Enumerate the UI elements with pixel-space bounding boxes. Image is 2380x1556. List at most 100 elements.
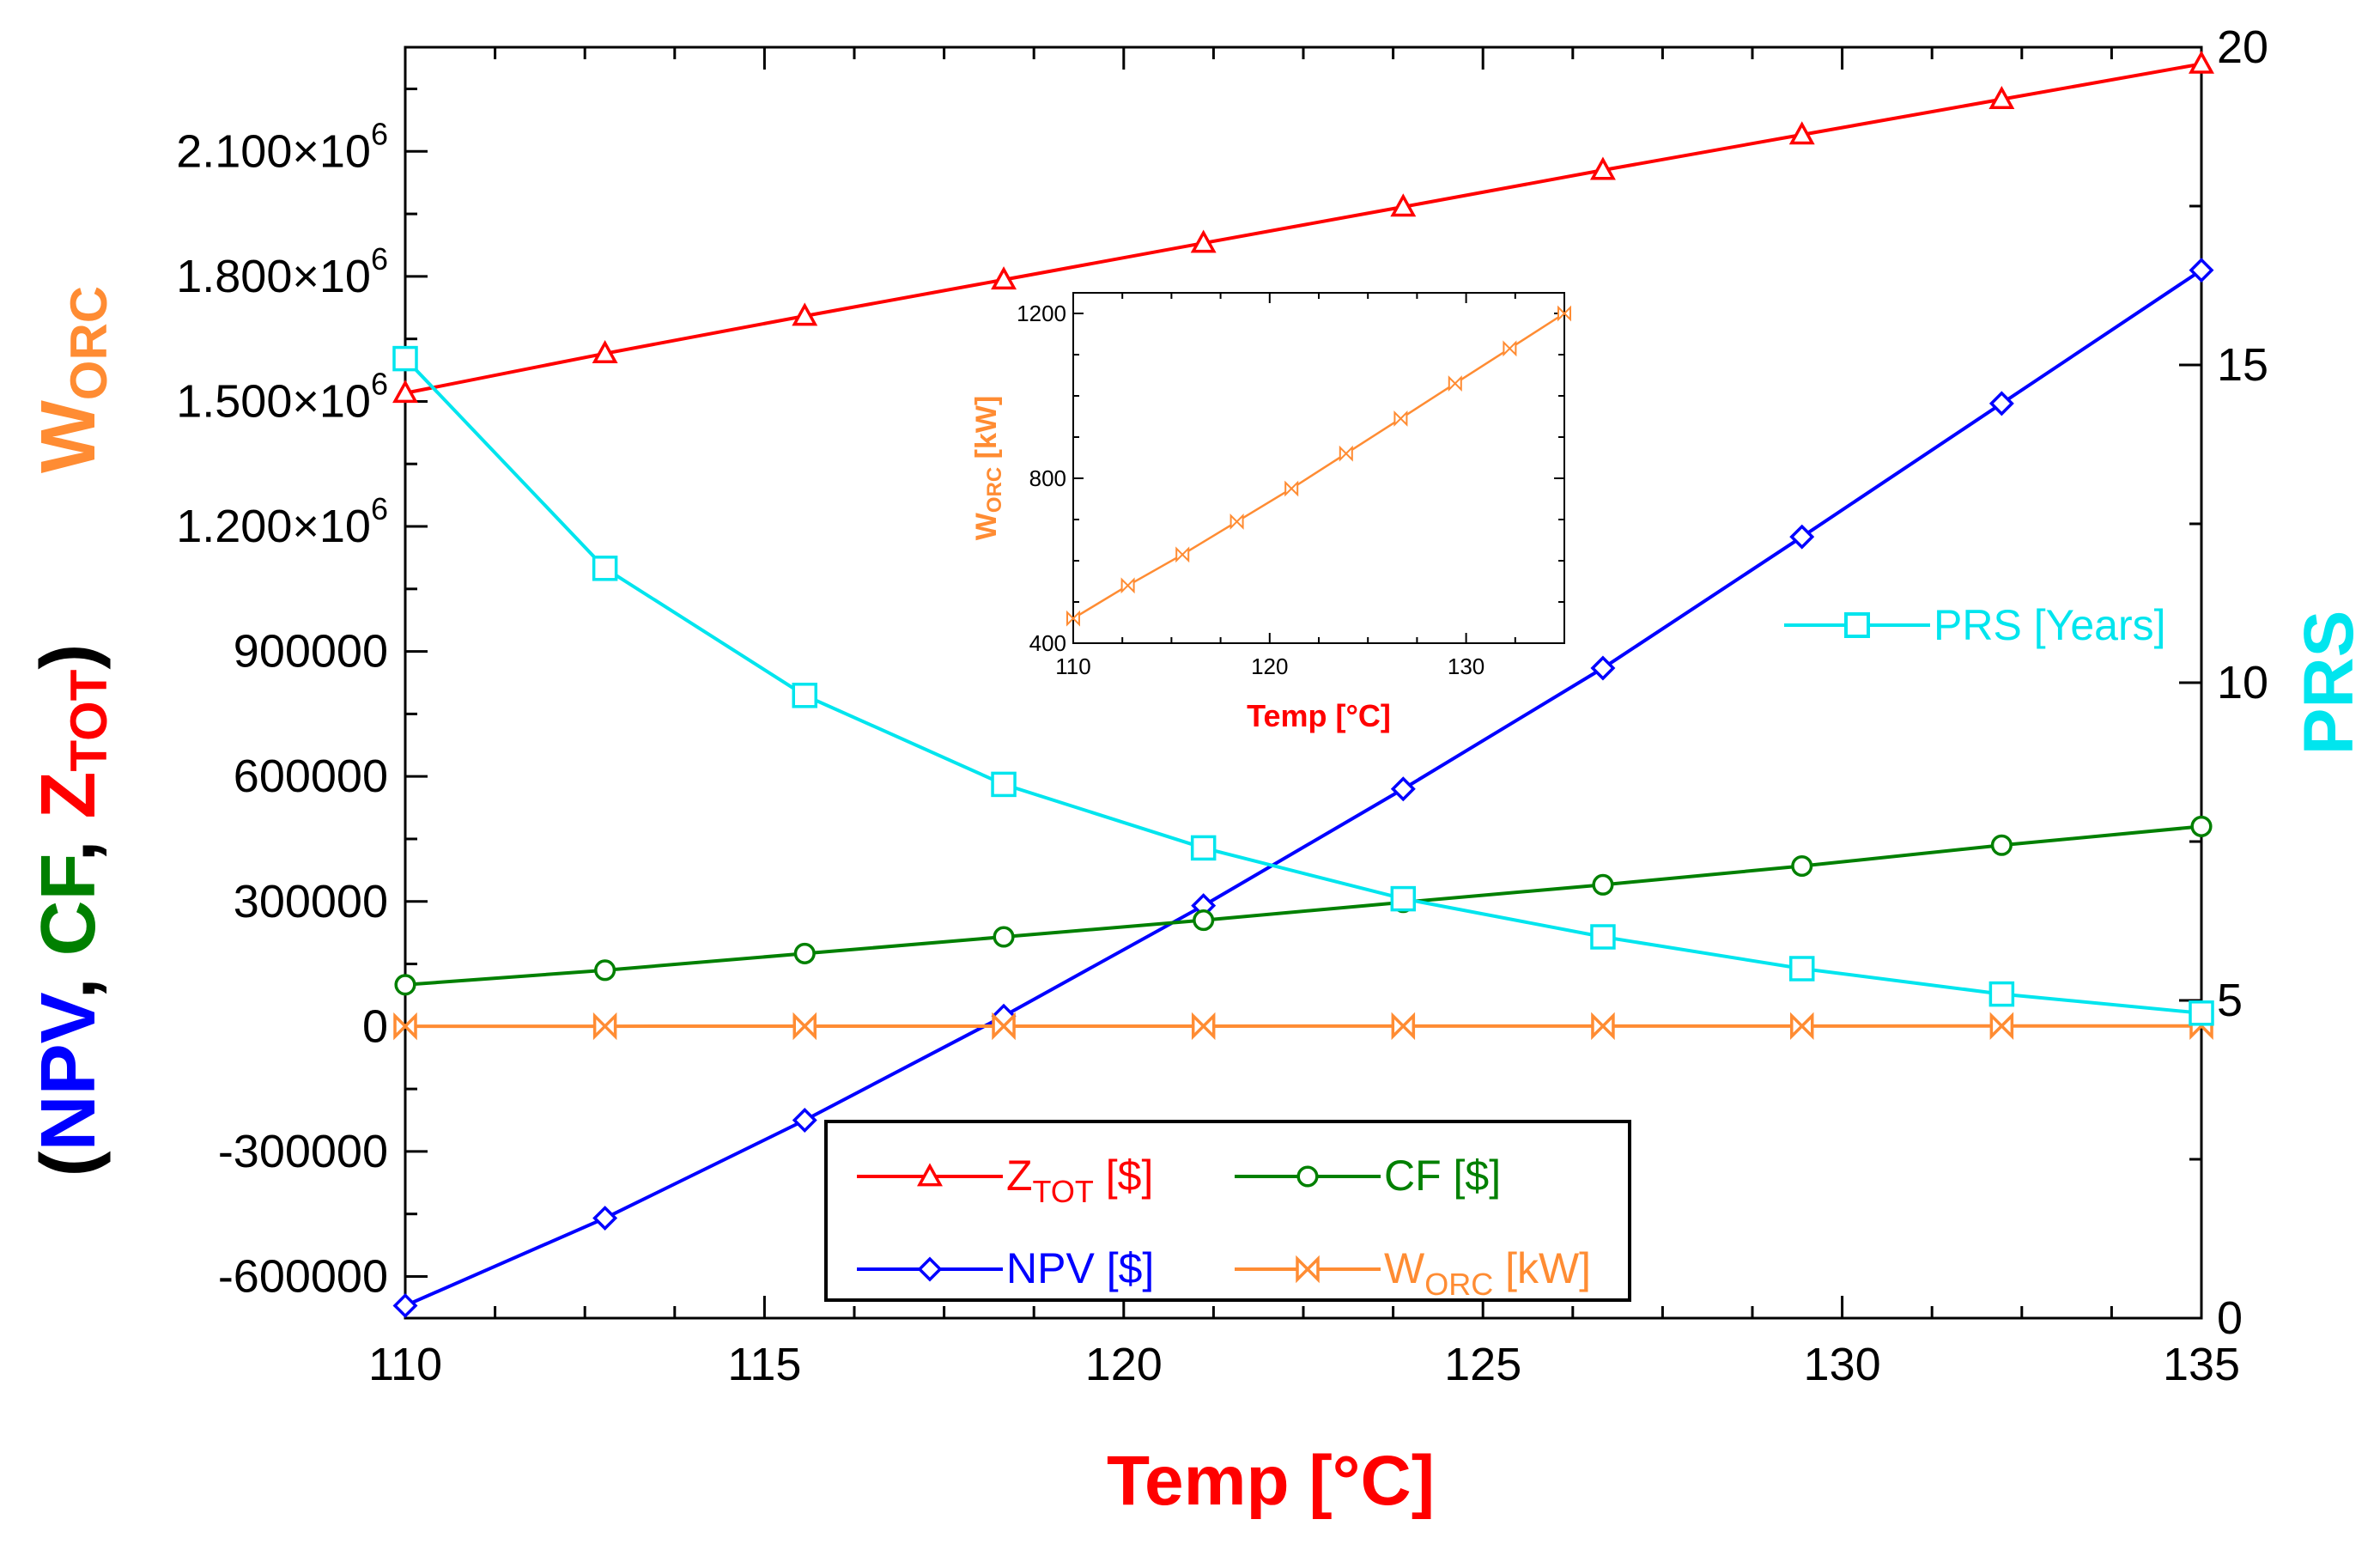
data-point <box>1191 1012 1216 1041</box>
data-point <box>792 683 818 708</box>
data-point <box>992 1012 1016 1041</box>
inset-data-point <box>1557 305 1571 322</box>
y-left-tick-label: 0 <box>362 1000 388 1052</box>
y-right-tick-labels: 0 5 10 15 20 <box>2217 21 2268 1344</box>
series-layer <box>392 50 2214 1318</box>
data-point <box>1590 655 1616 681</box>
y-left-tick-label: 1.800×106 <box>176 241 388 302</box>
inset-line <box>1072 312 1565 620</box>
data-point <box>792 1012 817 1041</box>
inset-x-tick-label: 120 <box>1251 653 1288 679</box>
left-axis-comma-2: , <box>26 819 112 862</box>
data-point <box>594 959 616 982</box>
legend-label-main: Z <box>1006 1152 1033 1200</box>
data-point <box>1193 909 1215 932</box>
data-point <box>1988 86 2015 110</box>
legend-item: NPV [$] <box>857 1244 1154 1292</box>
y-left-tick-label: 1.200×106 <box>176 491 388 552</box>
legend-marker <box>917 1256 943 1282</box>
x-tick-label: 130 <box>1804 1339 1881 1390</box>
legend-marker <box>917 1163 943 1187</box>
left-axis-npv: NPV <box>26 992 112 1151</box>
left-axis-z: Z <box>26 772 112 819</box>
y-right-tick-label: 20 <box>2217 21 2268 73</box>
data-point <box>2189 1000 2214 1026</box>
inset-data-point <box>1448 375 1462 392</box>
legend-marker <box>1296 1165 1319 1188</box>
data-point <box>1590 924 1616 950</box>
y-left-tick-exponent: 6 <box>371 491 388 526</box>
series-circle <box>394 815 2213 996</box>
axis-ticks <box>404 46 2203 1320</box>
left-axis-z-sub: TOT <box>60 670 118 772</box>
inset-data-point <box>1229 513 1244 530</box>
data-point <box>392 380 418 404</box>
y-left-tick-label: 1.500×106 <box>176 366 388 427</box>
data-point <box>1990 834 2013 856</box>
legend-label-main: W <box>1384 1244 1425 1292</box>
series-line <box>404 268 2203 1308</box>
series-line <box>404 357 2202 1015</box>
prs-legend: PRS [Years] <box>1784 601 2166 649</box>
inset-frame <box>1072 292 1565 644</box>
data-point <box>1988 391 2014 416</box>
y-left-tick-label: -300000 <box>218 1126 388 1177</box>
left-axis-paren-close: ) <box>26 644 112 670</box>
inset-data-point <box>1339 445 1353 462</box>
data-point <box>2190 815 2213 837</box>
inset-y-title-main: W <box>970 512 1003 540</box>
y-left-tick-exponent: 6 <box>371 241 388 277</box>
data-point <box>1190 835 1217 861</box>
legend-label-tail: [$] <box>1094 1152 1153 1200</box>
right-axis-title: PRS <box>2290 611 2368 756</box>
y-left-tick-label: 600000 <box>234 751 388 802</box>
left-axis-title-worc: WORC <box>26 286 118 473</box>
legend-label-sub: ORC <box>1424 1267 1493 1302</box>
y-right-tick-label: 0 <box>2217 1292 2243 1344</box>
y-right-tick-label: 10 <box>2217 657 2268 708</box>
legend-label: ZTOT [$] <box>1006 1152 1153 1209</box>
legend-label-main: CF [$] <box>1384 1152 1501 1200</box>
data-point <box>993 926 1015 948</box>
data-point <box>793 942 816 964</box>
legend-label: WORC [kW] <box>1384 1244 1591 1302</box>
inset-data-point <box>1284 480 1299 497</box>
data-point <box>2189 50 2214 74</box>
y-right-tick-label: 5 <box>2217 975 2243 1026</box>
inset-data-point <box>1175 546 1190 563</box>
data-point <box>792 1108 817 1133</box>
y-left-tick-label: 900000 <box>234 626 388 678</box>
inset-data-point <box>1393 410 1408 427</box>
legend-label-main: NPV [$] <box>1006 1244 1154 1292</box>
data-point <box>2189 258 2214 283</box>
y-left-tick-exponent: 6 <box>371 116 388 151</box>
data-point <box>1391 1012 1416 1041</box>
data-point <box>1789 1012 1814 1041</box>
data-point <box>592 340 618 364</box>
x-axis-title: Temp [°C] <box>1107 1442 1435 1520</box>
legend-item: ZTOT [$] <box>857 1152 1153 1209</box>
legend-label: CF [$] <box>1384 1152 1501 1200</box>
legend-items: ZTOT [$] CF [$] NPV [$] WORC [kW] <box>857 1152 1591 1302</box>
y-left-tick-mantissa: 1.200×10 <box>176 501 371 552</box>
data-point <box>1989 1012 2014 1041</box>
prs-legend-marker <box>1844 612 1870 638</box>
y-left-tick-label: 300000 <box>234 876 388 927</box>
inset-y-tick-label: 1200 <box>1017 301 1066 326</box>
data-point <box>1390 885 1417 912</box>
data-point <box>1788 956 1815 982</box>
x-tick-label: 135 <box>2163 1339 2240 1390</box>
inset-chart: 110 120 130 400 800 1200 Temp [°C] WORC [kW] <box>970 292 1571 733</box>
legend-label: NPV [$] <box>1006 1244 1154 1292</box>
worc-main: W <box>26 400 112 473</box>
inset-x-tick-label: 110 <box>1055 653 1090 679</box>
series-square <box>392 345 2214 1026</box>
y-left-tick-mantissa: 1.800×10 <box>176 251 371 302</box>
y-left-tick-mantissa: 2.100×10 <box>176 125 371 177</box>
data-point <box>1788 121 1815 145</box>
left-axis-title: (NPV, CF, ZTOT) <box>26 644 118 1177</box>
y-left-tick-label: 2.100×106 <box>176 116 388 177</box>
series-line <box>404 62 2202 395</box>
data-point <box>394 974 416 996</box>
